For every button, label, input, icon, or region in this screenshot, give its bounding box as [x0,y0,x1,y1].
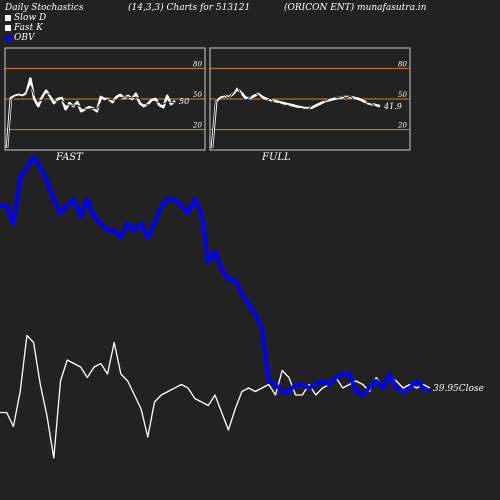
close-line [0,334,431,459]
chart-header-right: (ORICON ENT) munafasutra.in [284,3,427,13]
tick-label-1-20: 20 [397,122,407,130]
legend-swatch-fast-k [5,25,11,31]
obv-line [0,155,431,397]
chart-header-center: (14,3,3) Charts for 513121 [128,3,251,13]
legend-item-obv: OBV [5,33,46,43]
legend-item-fast-k: Fast K [5,23,46,33]
close-last-label: 39.95Close [433,384,484,394]
tick-label-0-20: 20 [192,122,202,130]
legend-item-slow-d: Slow D [5,13,46,23]
panel-0-last-value: 50 [179,97,189,106]
chart-header-left: Daily Stochastics [5,3,84,13]
panel-title-fast: FAST [56,152,83,163]
legend: Slow D Fast K OBV [5,13,46,43]
panel-0-series-1 [6,85,176,150]
legend-swatch-obv [5,35,11,41]
panel-title-full: FULL [262,152,291,163]
panel-1-series-1 [211,85,381,150]
tick-label-0-80: 80 [193,60,202,68]
legend-label-slow-d: Slow D [14,13,47,23]
legend-label-fast-k: Fast K [14,23,43,33]
legend-swatch-slow-d [5,15,11,21]
panel-1-last-value: 41.9 [383,102,402,111]
legend-label-obv: OBV [14,33,35,43]
tick-label-1-50: 50 [398,91,407,99]
tick-label-0-50: 50 [193,91,202,99]
tick-label-1-80: 80 [398,60,407,68]
